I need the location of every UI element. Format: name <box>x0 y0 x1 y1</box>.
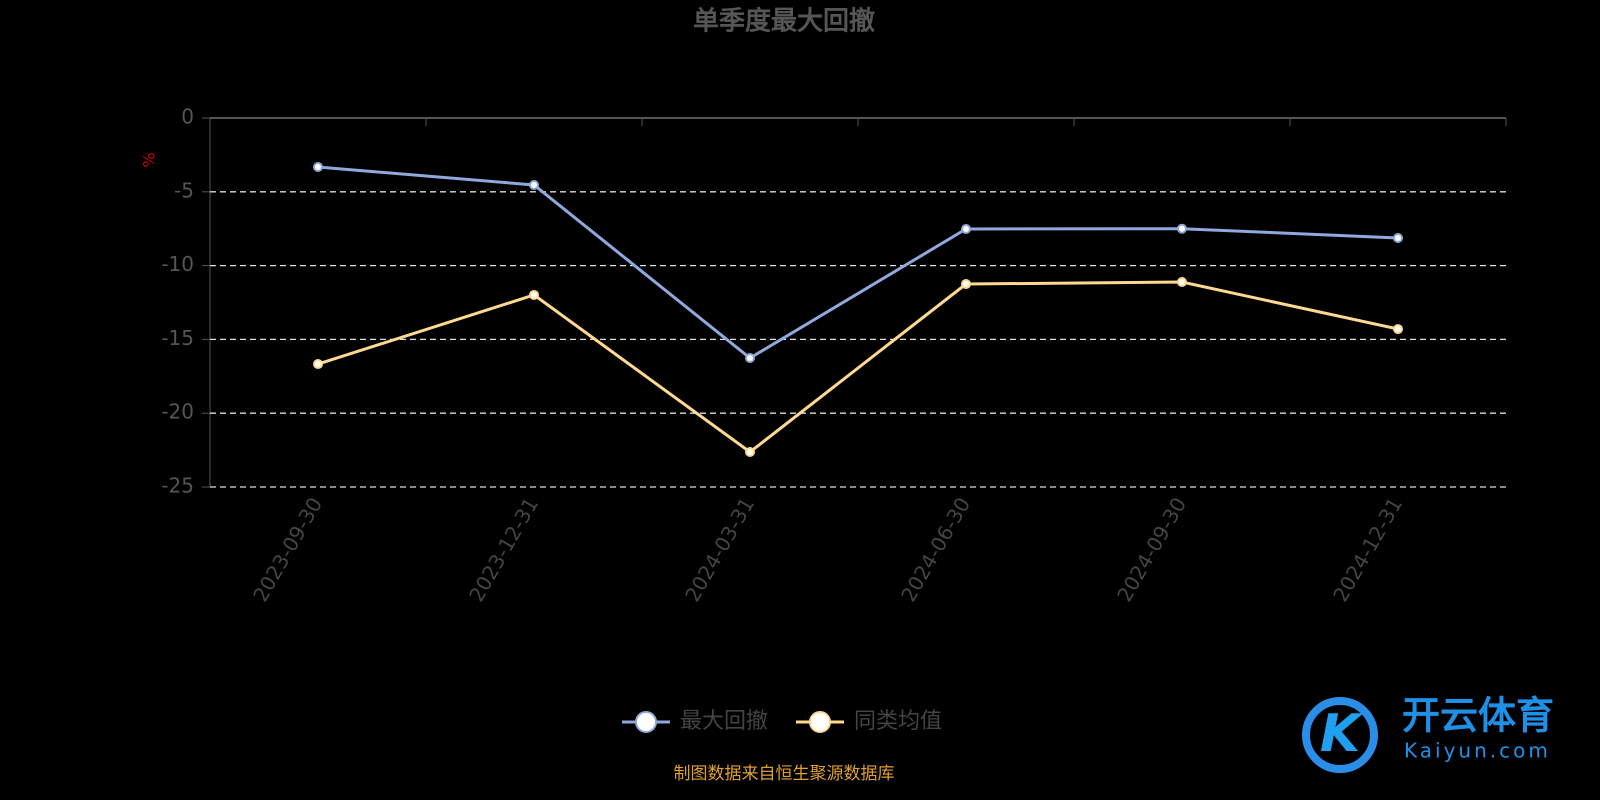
series-line <box>317 280 1399 454</box>
data-point <box>745 447 755 458</box>
data-point <box>529 180 539 191</box>
data-point <box>961 223 971 234</box>
series-line <box>317 165 1399 360</box>
y-tick-label: -20 <box>161 400 194 424</box>
y-tick-label: -5 <box>174 178 194 202</box>
y-tick-label: -25 <box>161 474 194 498</box>
source-note: 制图数据来自恒生聚源数据库 <box>674 764 895 784</box>
data-point <box>745 352 755 363</box>
y-tick-label: -10 <box>161 252 194 276</box>
y-tick-label: 0 <box>181 105 194 129</box>
legend-marker <box>635 711 657 733</box>
logo-k: K <box>1320 704 1364 764</box>
logo-ring <box>1302 697 1378 773</box>
data-point <box>313 162 323 173</box>
legend-label: 最大回撤 <box>680 709 768 734</box>
data-point <box>1177 276 1187 287</box>
data-point <box>313 359 323 370</box>
y-axis-label: % <box>140 152 159 167</box>
legend-label: 同类均值 <box>854 709 942 734</box>
data-point <box>529 289 539 300</box>
data-point <box>1177 223 1187 234</box>
watermark-url: Kaiyun.com <box>1404 739 1551 763</box>
data-point <box>1393 324 1403 335</box>
legend-marker <box>809 711 831 733</box>
y-tick-label: -15 <box>161 326 194 350</box>
watermark-name: 开云体育 <box>1402 694 1554 738</box>
data-point <box>961 279 971 290</box>
data-point <box>1393 232 1403 243</box>
chart-title: 单季度最大回撤 <box>693 6 875 37</box>
watermark: K 开云体育 Kaiyun.com <box>1302 694 1554 773</box>
